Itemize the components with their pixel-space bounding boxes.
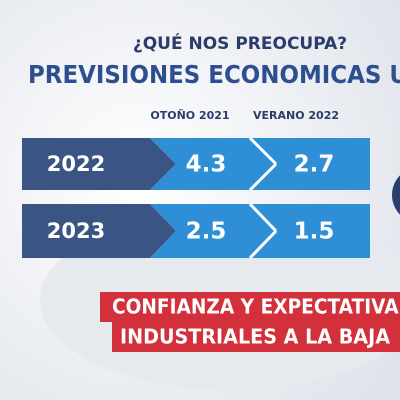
banner xyxy=(100,292,400,322)
year-cell xyxy=(22,138,176,190)
row: 2022 4.3 2.7 xyxy=(22,136,370,192)
banner-text: INDUSTRIALES A LA BAJA xyxy=(120,325,390,349)
year: 2022 xyxy=(47,152,105,176)
value: 4.3 xyxy=(186,152,227,178)
banner xyxy=(112,322,400,352)
column-header: OTOÑO 2021 xyxy=(150,109,229,122)
value: 2.5 xyxy=(186,219,227,245)
year-cell xyxy=(22,204,176,258)
side-circle xyxy=(392,175,400,215)
kicker: ¿QUÉ NOS PREOCUPA? xyxy=(133,32,347,54)
title: PREVISIONES ECONOMICAS U xyxy=(28,60,400,89)
row: 2023 2.5 1.5 xyxy=(22,202,370,260)
year: 2023 xyxy=(47,219,105,243)
column-header: VERANO 2022 xyxy=(253,109,339,122)
value: 2.7 xyxy=(294,152,335,178)
value-cell xyxy=(250,138,370,190)
value-cell xyxy=(150,138,276,190)
value: 1.5 xyxy=(294,219,335,245)
banner-text: CONFIANZA Y EXPECTATIVAS xyxy=(112,295,400,319)
value-cell xyxy=(150,204,276,258)
value-cell xyxy=(250,204,370,258)
